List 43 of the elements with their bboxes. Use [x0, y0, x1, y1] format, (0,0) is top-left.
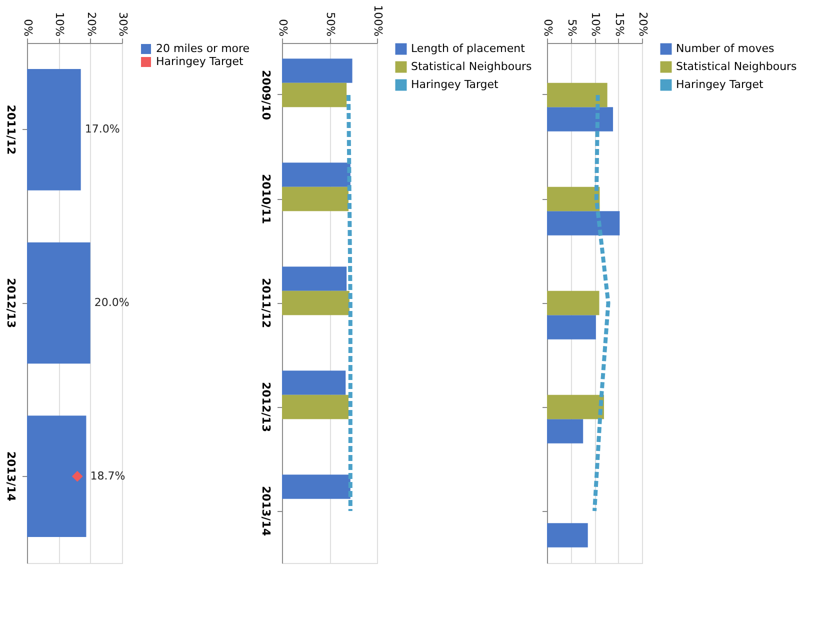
legend-label: Haringey Target — [676, 78, 764, 91]
bar — [547, 211, 620, 236]
x-tick-label: 15% — [612, 12, 626, 36]
x-tick-label: 20% — [84, 12, 98, 36]
x-tick-label: 20% — [636, 12, 650, 36]
legend-label: Statistical Neighbours — [676, 60, 798, 73]
y-tick-label: 2012/13 — [4, 278, 18, 328]
x-tick-label: 0% — [276, 19, 290, 36]
bar — [27, 416, 86, 537]
bar — [547, 82, 608, 108]
y-tick-label: 2009/10 — [260, 70, 272, 120]
x-tick-label: 100% — [372, 5, 384, 36]
x-tick-label: 50% — [324, 12, 337, 36]
y-tick-label: 2013/14 — [4, 451, 18, 502]
x-tick-label: 5% — [565, 19, 578, 36]
x-tick-label: 30% — [116, 12, 130, 36]
x-tick-label: 10% — [589, 12, 602, 36]
y-tick-label: 2013/14 — [260, 486, 272, 536]
bar — [547, 315, 596, 340]
data-label: 17.0% — [84, 122, 120, 136]
bar — [547, 107, 614, 132]
bar — [547, 290, 600, 316]
x-tick-label: 0% — [542, 19, 554, 36]
bar — [547, 523, 588, 548]
x-tick-label: 0% — [22, 19, 34, 36]
bar — [547, 419, 584, 444]
bar — [547, 186, 600, 212]
legend-label: Length of placement — [411, 42, 526, 55]
legend-label: Number of moves — [676, 42, 775, 55]
data-label: 20.0% — [94, 296, 130, 309]
y-tick-label: 2011/12 — [4, 104, 18, 155]
y-tick-label: 2012/13 — [260, 382, 272, 432]
y-tick-label: 2010/11 — [260, 174, 272, 224]
bar — [27, 242, 90, 364]
y-tick-label: 2011/12 — [260, 278, 272, 328]
data-label: 18.7% — [90, 469, 126, 482]
bar — [547, 394, 604, 420]
legend-label: Haringey Target — [411, 78, 500, 91]
legend-label: Statistical Neighbours — [411, 60, 532, 73]
legend-label: Haringey Target — [156, 55, 244, 68]
legend-label: 20 miles or more — [156, 42, 250, 55]
bar — [27, 69, 81, 190]
x-tick-label: 10% — [53, 12, 66, 36]
